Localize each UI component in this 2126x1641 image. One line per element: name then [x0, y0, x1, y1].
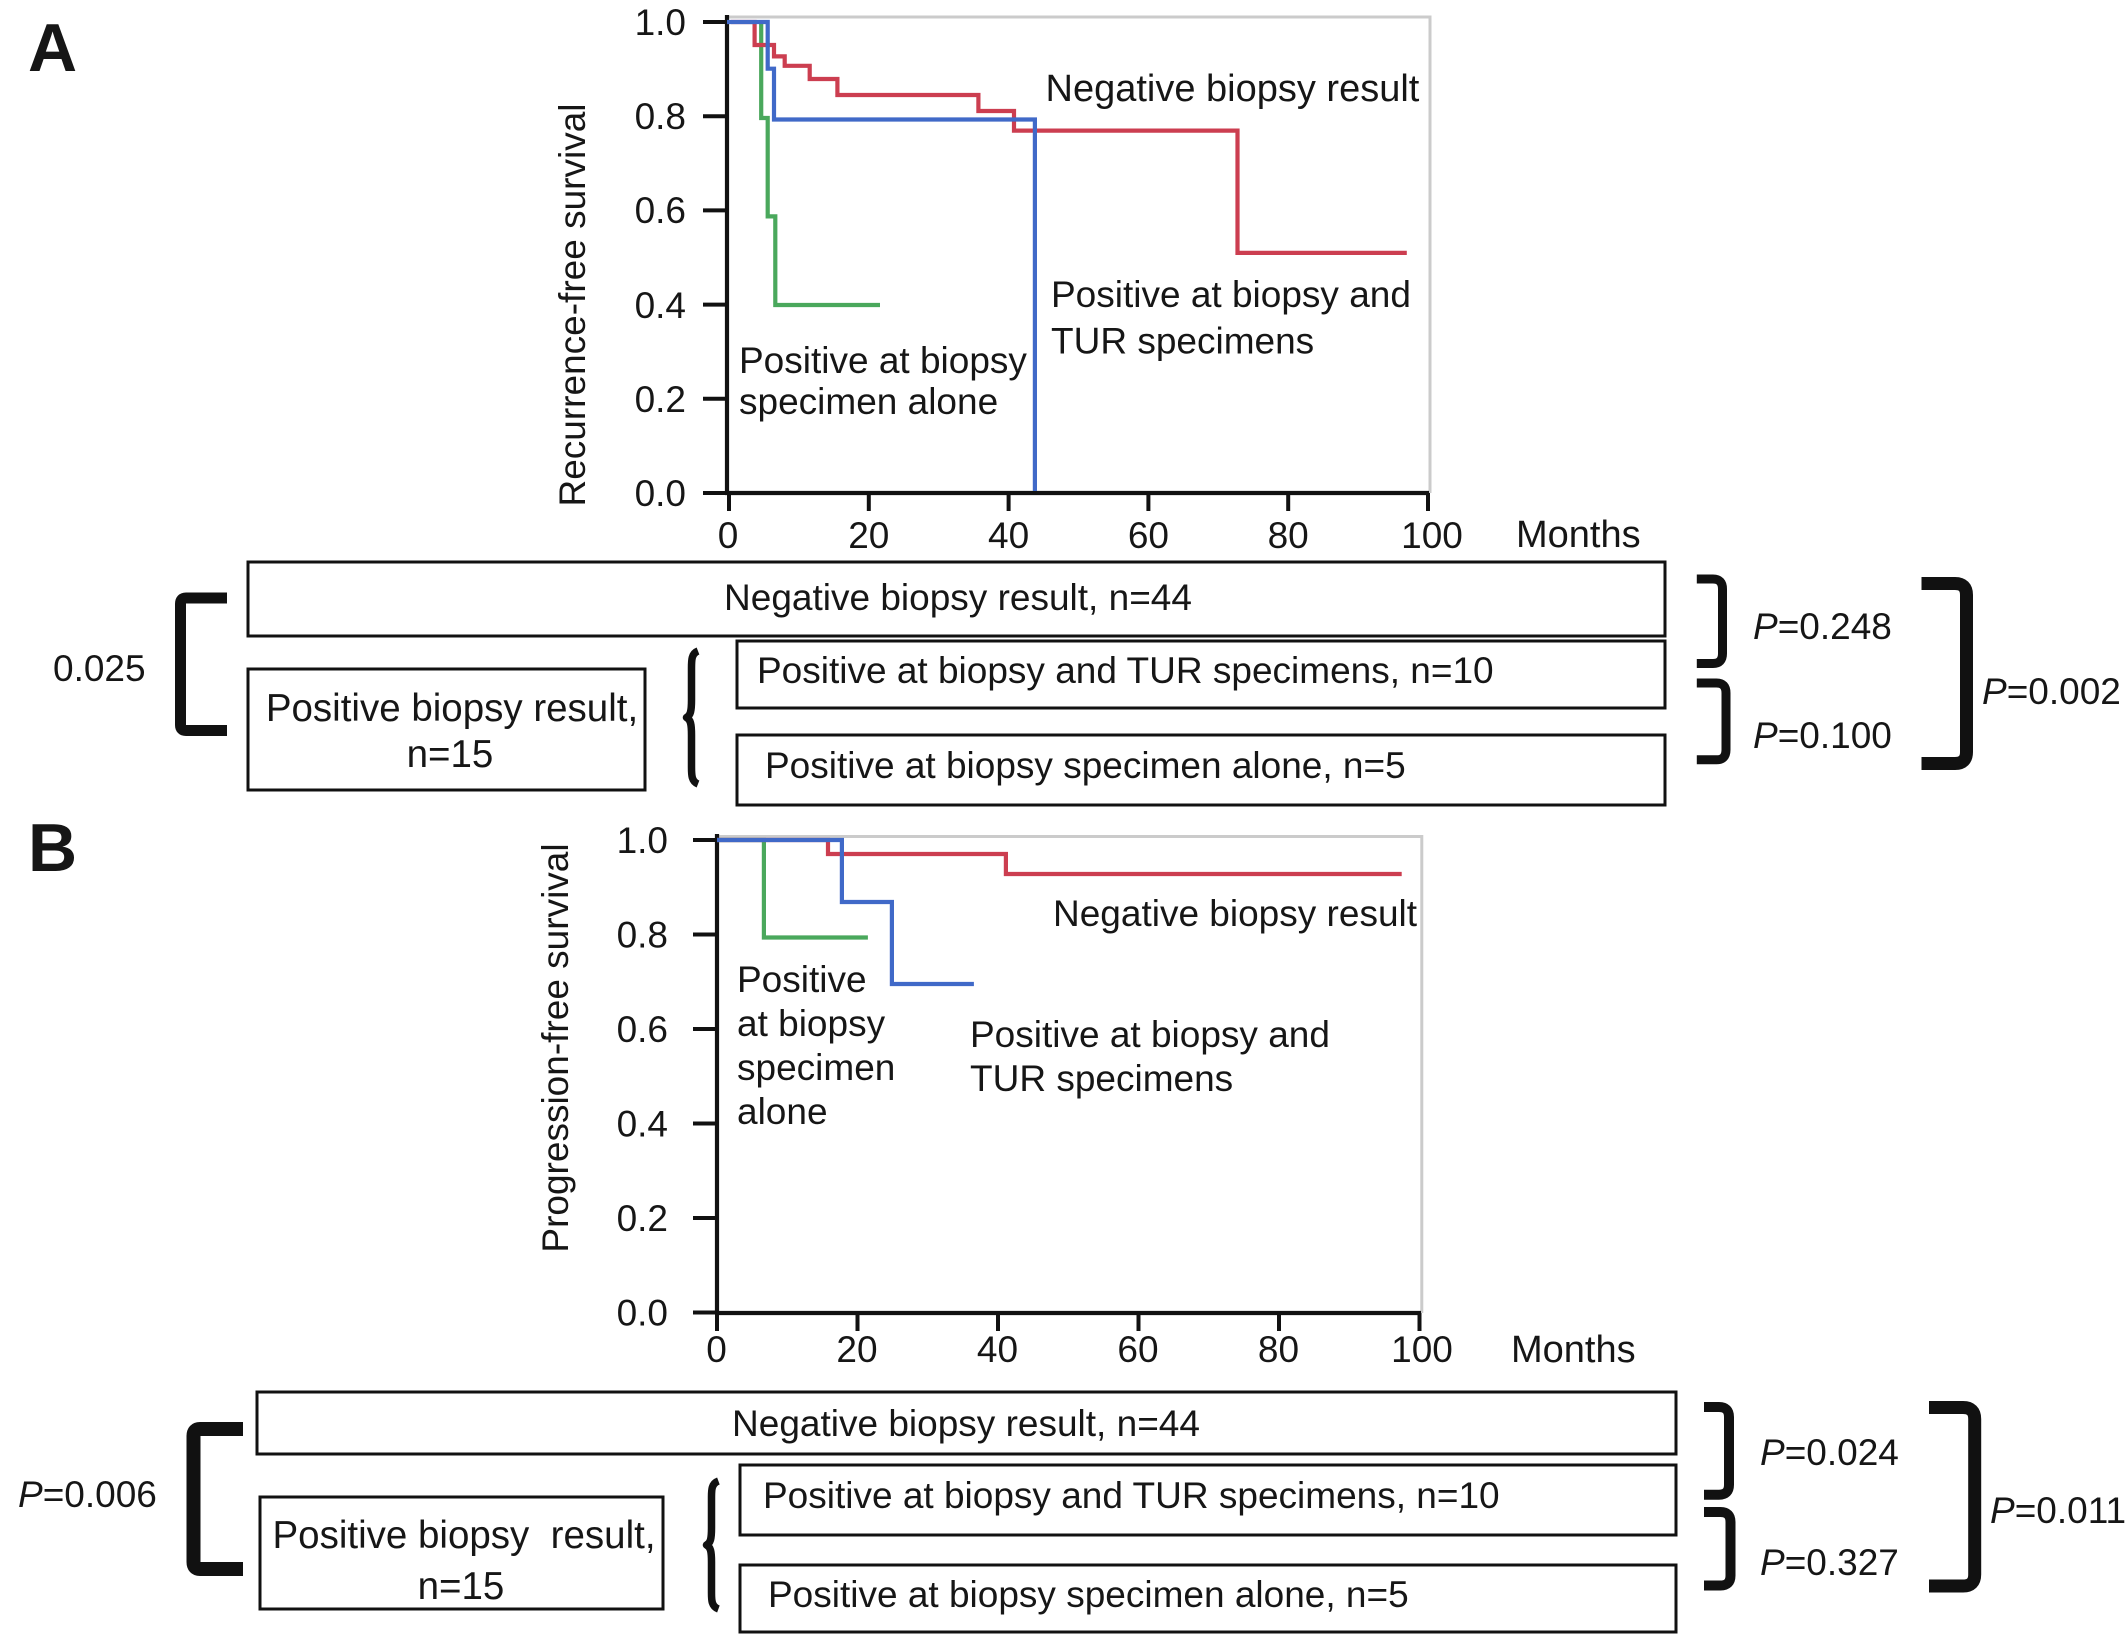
svg-text:Positive at biopsy specimen al: Positive at biopsy specimen alone, n=5 [765, 745, 1406, 786]
svg-text:0: 0 [706, 1329, 727, 1370]
svg-text:1.0: 1.0 [617, 820, 668, 861]
svg-text:Positive at biopsy and: Positive at biopsy and [970, 1014, 1330, 1055]
svg-text:n=15: n=15 [407, 733, 494, 776]
svg-text:TUR specimens: TUR specimens [1051, 321, 1314, 362]
svg-text:80: 80 [1258, 1329, 1299, 1370]
svg-text:60: 60 [1128, 515, 1169, 556]
svg-text:0.0: 0.0 [635, 473, 686, 514]
svg-text:Negative biopsy result: Negative biopsy result [1053, 893, 1418, 934]
svg-text:0.6: 0.6 [635, 190, 686, 231]
svg-text:0.2: 0.2 [635, 379, 686, 420]
svg-text:Negative biopsy result, n=44: Negative biopsy result, n=44 [724, 577, 1192, 618]
svg-text:P=0.006: P=0.006 [18, 1474, 157, 1515]
svg-text:Recurrence-free survival: Recurrence-free survival [552, 103, 593, 506]
svg-text:at biopsy: at biopsy [737, 1003, 886, 1044]
svg-text:40: 40 [988, 515, 1029, 556]
svg-text:Months: Months [1516, 514, 1641, 556]
svg-text:0.4: 0.4 [635, 285, 686, 326]
svg-text:specimen: specimen [737, 1047, 895, 1088]
svg-text:alone: alone [737, 1091, 828, 1132]
svg-text:20: 20 [848, 515, 889, 556]
svg-text:0.8: 0.8 [617, 915, 668, 956]
svg-text:1.0: 1.0 [635, 2, 686, 43]
svg-text:0: 0 [718, 515, 739, 556]
svg-text:Progression-free survival: Progression-free survival [535, 843, 576, 1252]
svg-text:Negative biopsy result, n=44: Negative biopsy result, n=44 [732, 1403, 1200, 1444]
svg-text:40: 40 [977, 1329, 1018, 1370]
svg-text:60: 60 [1117, 1329, 1158, 1370]
svg-text:Positive: Positive [737, 959, 867, 1000]
svg-text:P=0.024: P=0.024 [1760, 1432, 1899, 1473]
svg-text:Negative biopsy result: Negative biopsy result [1046, 68, 1420, 110]
svg-text:80: 80 [1268, 515, 1309, 556]
svg-text:100: 100 [1401, 515, 1463, 556]
svg-text:A: A [28, 10, 77, 86]
svg-text:Positive at biopsy and: Positive at biopsy and [1051, 274, 1411, 315]
svg-text:P=0.248: P=0.248 [1753, 606, 1892, 647]
svg-text:100: 100 [1391, 1329, 1453, 1370]
svg-text:P=0.327: P=0.327 [1760, 1542, 1899, 1583]
svg-text:0.4: 0.4 [617, 1104, 668, 1145]
svg-text:TUR specimens: TUR specimens [970, 1058, 1233, 1099]
svg-text:0.8: 0.8 [635, 96, 686, 137]
svg-text:B: B [28, 810, 77, 886]
svg-text:0.0: 0.0 [617, 1293, 668, 1334]
svg-text:P=0.011: P=0.011 [1990, 1490, 2126, 1531]
svg-text:0.025: 0.025 [53, 648, 146, 689]
svg-text:specimen alone: specimen alone [739, 381, 998, 422]
svg-text:n=15: n=15 [418, 1565, 505, 1608]
svg-text:P=0.002: P=0.002 [1982, 671, 2121, 712]
svg-text:Positive at biopsy: Positive at biopsy [739, 340, 1027, 381]
svg-text:0.6: 0.6 [617, 1009, 668, 1050]
svg-text:Positive at biopsy specimen al: Positive at biopsy specimen alone, n=5 [768, 1574, 1409, 1615]
svg-text:Positive at biopsy and TUR spe: Positive at biopsy and TUR specimens, n=… [757, 650, 1494, 691]
svg-text:Positive biopsy result,: Positive biopsy result, [272, 1514, 655, 1557]
svg-text:Positive biopsy result,: Positive biopsy result, [266, 687, 638, 730]
svg-text:Positive at biopsy and TUR spe: Positive at biopsy and TUR specimens, n=… [763, 1475, 1500, 1516]
svg-text:0.2: 0.2 [617, 1198, 668, 1239]
svg-text:Months: Months [1511, 1329, 1636, 1371]
svg-text:20: 20 [836, 1329, 877, 1370]
svg-text:P=0.100: P=0.100 [1753, 715, 1892, 756]
